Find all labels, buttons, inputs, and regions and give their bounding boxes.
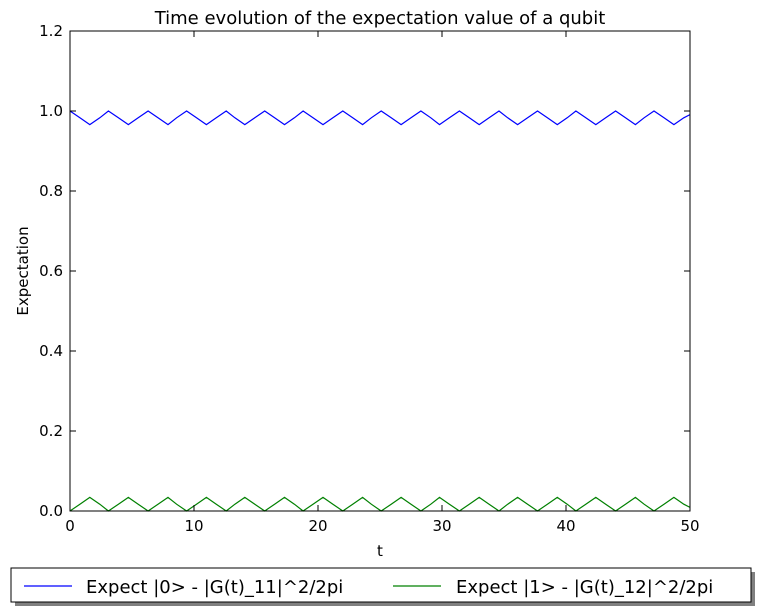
x-axis-label: t bbox=[377, 542, 383, 560]
y-tick-label: 1.0 bbox=[39, 102, 63, 120]
y-tick-label: 0.6 bbox=[39, 262, 63, 280]
y-axis-label: Expectation bbox=[14, 226, 32, 315]
legend: Expect |0> - |G(t)_11|^2/2pi Expect |1> … bbox=[10, 567, 755, 606]
x-tick-label: 50 bbox=[680, 517, 699, 535]
plot-area bbox=[70, 31, 690, 511]
x-tick-label: 10 bbox=[184, 517, 203, 535]
series-line-1 bbox=[69, 110, 691, 126]
plot-frame bbox=[69, 30, 691, 512]
legend-box bbox=[10, 567, 752, 603]
legend-label-series-2: Expect |1> - |G(t)_12|^2/2pi bbox=[456, 577, 713, 598]
chart-title: Time evolution of the expectation value … bbox=[154, 8, 606, 29]
x-tick-label: 20 bbox=[308, 517, 327, 535]
y-tick-label: 0.8 bbox=[39, 182, 63, 200]
y-tick-label: 0.4 bbox=[39, 342, 63, 360]
x-tick-label: 40 bbox=[556, 517, 575, 535]
y-tick-label: 0.0 bbox=[39, 502, 63, 520]
x-tick-label: 30 bbox=[432, 517, 451, 535]
legend-label-series-1: Expect |0> - |G(t)_11|^2/2pi bbox=[86, 577, 343, 598]
y-tick-label: 1.2 bbox=[39, 22, 63, 40]
y-tick-label: 0.2 bbox=[39, 422, 63, 440]
x-tick-label: 0 bbox=[65, 517, 75, 535]
